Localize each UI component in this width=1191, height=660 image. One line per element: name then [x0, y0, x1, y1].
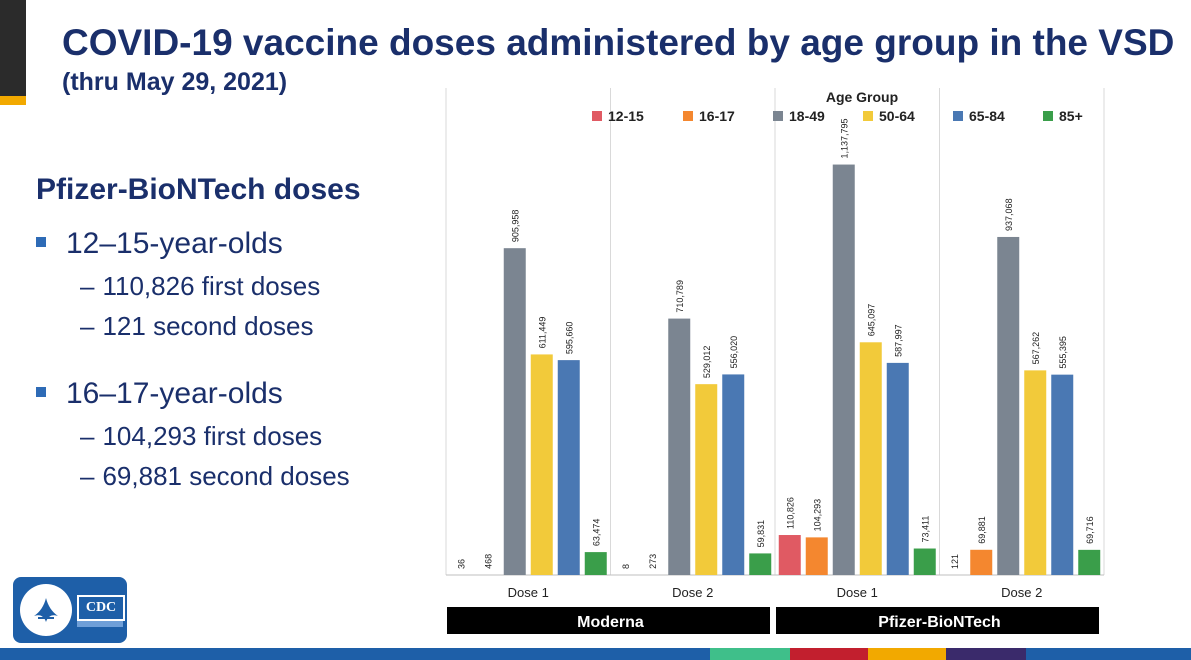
bullet-square-icon	[36, 387, 46, 398]
footer-stripe-segment	[710, 648, 790, 660]
bar-85+	[584, 552, 607, 575]
data-label: 645,097	[867, 304, 877, 337]
bar-85+	[913, 548, 936, 575]
bullet-16-17: 16–17-year-olds	[36, 377, 283, 411]
data-label: 59,831	[756, 520, 766, 548]
sub-bullet-text: 104,293 first doses	[102, 421, 323, 451]
bar-65-84	[886, 362, 909, 575]
bar-18-49	[997, 236, 1020, 575]
data-label: 121	[950, 554, 960, 569]
group-label: Moderna	[577, 614, 644, 631]
sub-bullet-text: 121 second doses	[102, 311, 314, 341]
legend-label: 50-64	[879, 108, 915, 124]
data-label: 110,826	[786, 497, 796, 529]
bullet-label: 12–15-year-olds	[66, 227, 283, 260]
bar-85+	[749, 553, 772, 575]
data-label: 468	[484, 554, 494, 569]
bar-85+	[1078, 549, 1101, 575]
legend-label: 85+	[1059, 108, 1083, 124]
dash-icon: –	[80, 311, 95, 341]
legend-label: 65-84	[969, 108, 1005, 124]
data-label: 69,716	[1085, 516, 1095, 544]
bar-16-17	[805, 537, 828, 575]
data-label: 8	[621, 564, 631, 569]
bar-50-64	[1024, 370, 1047, 575]
footer-stripe-segment	[0, 648, 710, 660]
sub-bullet: –110,826 first doses	[80, 271, 320, 302]
data-label: 595,660	[565, 322, 575, 355]
footer-stripe-segment	[790, 648, 868, 660]
section-heading: Pfizer-BioNTech doses	[36, 173, 361, 206]
legend-label: 12-15	[608, 108, 644, 124]
group-label: Pfizer-BioNTech	[878, 614, 1000, 631]
bar-50-64	[530, 354, 553, 575]
legend-swatch	[683, 111, 693, 121]
sub-bullet: –69,881 second doses	[80, 461, 350, 492]
bar-50-64	[859, 342, 882, 575]
data-label: 69,881	[977, 516, 987, 544]
data-label: 63,474	[592, 519, 602, 547]
accent-bar-dark	[0, 0, 26, 96]
bullet-12-15: 12–15-year-olds	[36, 227, 283, 261]
sub-bullet: –121 second doses	[80, 311, 314, 342]
data-label: 73,411	[921, 516, 931, 543]
dash-icon: –	[80, 421, 95, 451]
legend-label: 16-17	[699, 108, 735, 124]
dash-icon: –	[80, 271, 95, 301]
cdc-logo: CDC	[13, 577, 127, 643]
data-label: 611,449	[538, 317, 548, 349]
slide-title: COVID-19 vaccine doses administered by a…	[62, 22, 1175, 63]
legend-title: Age Group	[826, 89, 898, 105]
sub-bullet: –104,293 first doses	[80, 421, 322, 452]
data-label: 36	[457, 559, 467, 569]
bar-65-84	[557, 360, 580, 575]
data-label: 587,997	[894, 324, 904, 357]
group-label-bar	[776, 607, 1099, 634]
x-tick-label: Dose 2	[672, 585, 713, 600]
slide-subtitle: (thru May 29, 2021)	[62, 68, 288, 96]
dash-icon: –	[80, 461, 95, 491]
bar-16-17	[970, 549, 993, 575]
bar-18-49	[503, 248, 526, 576]
data-label: 937,068	[1004, 198, 1014, 231]
legend-label: 18-49	[789, 108, 825, 124]
bar-65-84	[722, 374, 745, 575]
data-label: 567,262	[1031, 332, 1041, 365]
bullet-square-icon	[36, 237, 46, 248]
x-tick-label: Dose 1	[837, 585, 878, 600]
data-label: 273	[648, 554, 658, 569]
legend-swatch	[592, 111, 602, 121]
data-label: 556,020	[729, 336, 739, 369]
bar-65-84	[1051, 374, 1074, 575]
bullet-label: 16–17-year-olds	[66, 377, 283, 410]
legend-swatch	[773, 111, 783, 121]
data-label: 104,293	[813, 499, 823, 532]
data-label: 1,137,795	[840, 119, 850, 159]
bar-18-49	[668, 318, 691, 575]
cdc-wordmark: CDC	[77, 595, 125, 621]
x-tick-label: Dose 2	[1001, 585, 1042, 600]
bar-50-64	[695, 384, 718, 575]
legend-swatch	[953, 111, 963, 121]
data-label: 555,395	[1058, 336, 1068, 369]
footer-stripe-segment	[868, 648, 946, 660]
footer-stripe-segment	[1026, 648, 1191, 660]
data-label: 529,012	[702, 346, 712, 379]
accent-bar-gold	[0, 96, 26, 105]
legend-swatch	[1043, 111, 1053, 121]
sub-bullet-text: 69,881 second doses	[102, 461, 350, 491]
data-label: 905,958	[511, 210, 521, 243]
cdc-tagline-bar	[77, 621, 123, 627]
bar-12-15	[778, 535, 801, 575]
legend-swatch	[863, 111, 873, 121]
bar-18-49	[832, 164, 855, 575]
data-label: 710,789	[675, 280, 685, 313]
footer-stripe-segment	[946, 648, 1026, 660]
hhs-eagle-icon	[20, 584, 72, 636]
x-tick-label: Dose 1	[508, 585, 549, 600]
group-label-bar	[447, 607, 770, 634]
sub-bullet-text: 110,826 first doses	[102, 271, 321, 301]
